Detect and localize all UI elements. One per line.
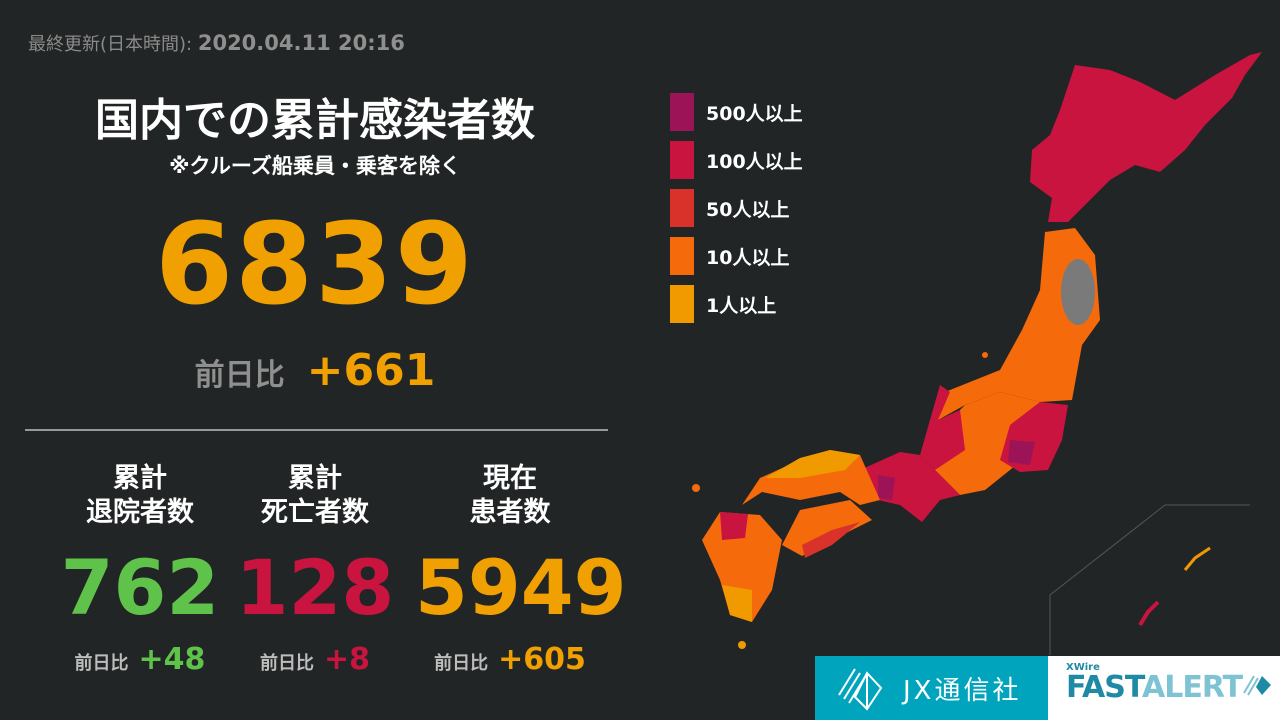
region-kansai (860, 452, 960, 522)
note: ※クルーズ船乗員・乗客を除く (169, 154, 461, 178)
diff-label: 前日比 (259, 653, 314, 674)
legend-swatch (670, 141, 694, 179)
legend-label: 1人以上 (706, 294, 777, 317)
legend-item: 500人以上 (670, 88, 803, 136)
region-chubu (935, 392, 1045, 495)
total-infections: 6839 (155, 200, 475, 330)
legend-item: 10人以上 (670, 232, 803, 280)
jx-logo-icon (838, 668, 883, 711)
region-kochi (802, 522, 860, 558)
diff-value: +605 (498, 642, 586, 677)
stat-heading: 累計 (288, 463, 342, 494)
legend-label: 500人以上 (706, 102, 803, 125)
legend-label: 50人以上 (706, 198, 790, 221)
region-fukuoka (720, 512, 748, 540)
fast-text: FAST (1066, 670, 1143, 705)
diff-value: +8 (323, 642, 370, 677)
stat-heading: 現在 (483, 463, 537, 494)
region-sanin (765, 450, 860, 478)
region-osaka (878, 475, 895, 500)
region-hokkaido (1030, 52, 1262, 222)
okinawa (1138, 600, 1160, 627)
stat-current-patients: 現在 患者数 5949 前日比 +605 (415, 462, 627, 677)
total-diff: 前日比 +661 (25, 345, 605, 396)
diff-label: 前日比 (434, 653, 489, 674)
stat-discharged: 累計 退院者数 762 前日比 +48 (45, 462, 235, 677)
region-hokuriku (920, 385, 965, 470)
legend-item: 100人以上 (670, 136, 803, 184)
region-iwate (1061, 259, 1095, 325)
stat-value: 5949 (415, 543, 627, 632)
island (738, 641, 746, 649)
updated-label: 最終更新(日本時間): (28, 34, 193, 55)
legend-swatch (670, 189, 694, 227)
stat-deaths: 累計 死亡者数 128 前日比 +8 (220, 462, 410, 677)
page-title: 国内での累計感染者数 (95, 95, 535, 146)
island (982, 352, 988, 358)
alert-text: ALERT (1142, 670, 1243, 705)
stat-value: 128 (235, 543, 395, 632)
amami (1183, 546, 1211, 571)
legend-label: 100人以上 (706, 150, 803, 173)
updated-datetime: 2020.04.11 20:16 (197, 31, 405, 55)
japan-map (692, 52, 1262, 655)
jx-logo-text: JX通信社 (903, 675, 1022, 706)
fastalert-logo: XWire FASTALERT (1048, 656, 1280, 720)
legend-swatch (670, 93, 694, 131)
legend-label: 10人以上 (706, 246, 790, 269)
legend-swatch (670, 237, 694, 275)
region-kagoshima (722, 585, 752, 622)
last-updated: 最終更新(日本時間): 2020.04.11 20:16 (28, 30, 405, 56)
stat-heading: 患者数 (469, 497, 551, 528)
diff-label: 前日比 (194, 358, 285, 393)
legend-item: 1人以上 (670, 280, 803, 328)
region-shikoku (782, 500, 872, 556)
legend: 500人以上 100人以上 50人以上 10人以上 1人以上 (670, 88, 803, 328)
divider (25, 429, 608, 431)
xwire-text: XWire (1066, 662, 1100, 673)
island (692, 484, 700, 492)
diff-value: +48 (138, 642, 206, 677)
diff-value: +661 (306, 345, 436, 396)
jx-logo: JX通信社 (815, 656, 1048, 720)
fastalert-logo-icon (1243, 675, 1272, 696)
legend-item: 50人以上 (670, 184, 803, 232)
stat-heading: 死亡者数 (261, 497, 369, 528)
diff-label: 前日比 (74, 653, 129, 674)
stat-value: 762 (60, 543, 220, 632)
inset-line (1049, 504, 1250, 655)
legend-swatch (670, 285, 694, 323)
stat-heading: 累計 (113, 463, 167, 494)
region-tokyo (1008, 440, 1035, 465)
stat-heading: 退院者数 (86, 497, 194, 528)
region-tohoku (938, 228, 1100, 420)
